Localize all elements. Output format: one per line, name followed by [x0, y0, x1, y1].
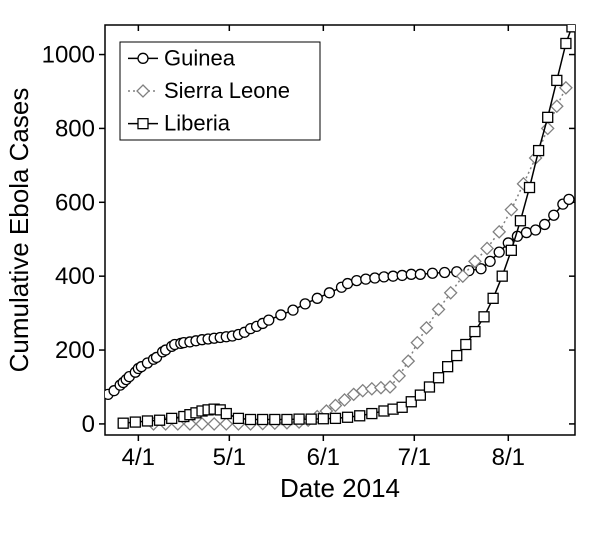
marker-circle	[138, 53, 148, 63]
marker-circle	[531, 225, 541, 235]
marker-circle	[549, 210, 559, 220]
marker-diamond	[208, 418, 220, 430]
marker-square	[294, 414, 304, 424]
series-guinea	[103, 194, 574, 399]
marker-circle	[564, 194, 574, 204]
marker-square	[270, 414, 280, 424]
marker-circle	[276, 310, 286, 320]
marker-diamond	[402, 355, 414, 367]
marker-circle	[427, 268, 437, 278]
marker-square	[155, 415, 165, 425]
chart-container: 4/1 5/1 6/1 7/1 8/1 Date 2014 0 200 400 600 800 100…	[0, 0, 600, 546]
marker-square	[221, 409, 231, 419]
marker-square	[343, 412, 353, 422]
marker-diamond	[196, 418, 208, 430]
marker-square	[443, 362, 453, 372]
marker-circle	[494, 247, 504, 257]
marker-square	[330, 413, 340, 423]
marker-circle	[288, 305, 298, 315]
x-axis-title: Date 2014	[280, 473, 400, 503]
marker-circle	[415, 269, 425, 279]
marker-square	[138, 119, 148, 129]
marker-circle	[397, 270, 407, 280]
marker-diamond	[220, 418, 232, 430]
marker-square	[167, 413, 177, 423]
marker-square	[367, 409, 377, 419]
marker-square	[452, 351, 462, 361]
marker-circle	[361, 274, 371, 284]
legend-label: Sierra Leone	[164, 78, 290, 103]
marker-circle	[440, 267, 450, 277]
marker-circle	[485, 256, 495, 266]
marker-square	[258, 414, 268, 424]
marker-square	[479, 312, 489, 322]
marker-square	[233, 413, 243, 423]
y-tick-label: 600	[55, 189, 95, 216]
marker-square	[470, 327, 480, 337]
marker-square	[506, 245, 516, 255]
marker-circle	[264, 315, 274, 325]
marker-diamond	[505, 204, 517, 216]
marker-square	[118, 418, 128, 428]
y-axis-title: Cumulative Ebola Cases	[4, 88, 34, 373]
y-tick-label: 400	[55, 263, 95, 290]
marker-circle	[324, 288, 334, 298]
y-tick-label: 1000	[42, 42, 95, 69]
marker-circle	[521, 228, 531, 238]
marker-diamond	[420, 322, 432, 334]
marker-square	[355, 411, 365, 421]
marker-circle	[300, 299, 310, 309]
marker-diamond	[411, 337, 423, 349]
marker-square	[130, 417, 140, 427]
marker-circle	[540, 219, 550, 229]
marker-square	[488, 293, 498, 303]
legend-label: Liberia	[164, 111, 231, 136]
marker-square	[461, 340, 471, 350]
marker-square	[525, 183, 535, 193]
marker-diamond	[551, 100, 563, 112]
y-tick-label: 200	[55, 337, 95, 364]
marker-square	[543, 112, 553, 122]
marker-diamond	[493, 226, 505, 238]
marker-circle	[312, 293, 322, 303]
marker-diamond	[481, 242, 493, 254]
marker-circle	[370, 273, 380, 283]
marker-square	[424, 382, 434, 392]
marker-square	[515, 216, 525, 226]
x-tick-label: 4/1	[122, 444, 155, 471]
legend-label: Guinea	[164, 45, 236, 70]
marker-diamond	[433, 303, 445, 315]
legend: Guinea Sierra Leone Liberia	[120, 42, 320, 140]
y-tick-label: 800	[55, 115, 95, 142]
marker-square	[434, 373, 444, 383]
x-tick-label: 5/1	[213, 444, 246, 471]
marker-diamond	[393, 370, 405, 382]
marker-circle	[352, 276, 362, 286]
marker-square	[282, 414, 292, 424]
marker-square	[246, 414, 256, 424]
line-chart: 4/1 5/1 6/1 7/1 8/1 Date 2014 0 200 400 600 800 100…	[0, 0, 600, 546]
marker-square	[318, 414, 328, 424]
marker-diamond	[445, 287, 457, 299]
marker-square	[497, 271, 507, 281]
x-tick-label: 8/1	[492, 444, 525, 471]
y-tick-label: 0	[82, 411, 95, 438]
marker-square	[142, 416, 152, 426]
x-tick-label: 6/1	[307, 444, 340, 471]
marker-square	[306, 414, 316, 424]
marker-square	[552, 75, 562, 85]
marker-square	[534, 146, 544, 156]
x-tick-label: 7/1	[398, 444, 431, 471]
marker-square	[561, 38, 571, 48]
